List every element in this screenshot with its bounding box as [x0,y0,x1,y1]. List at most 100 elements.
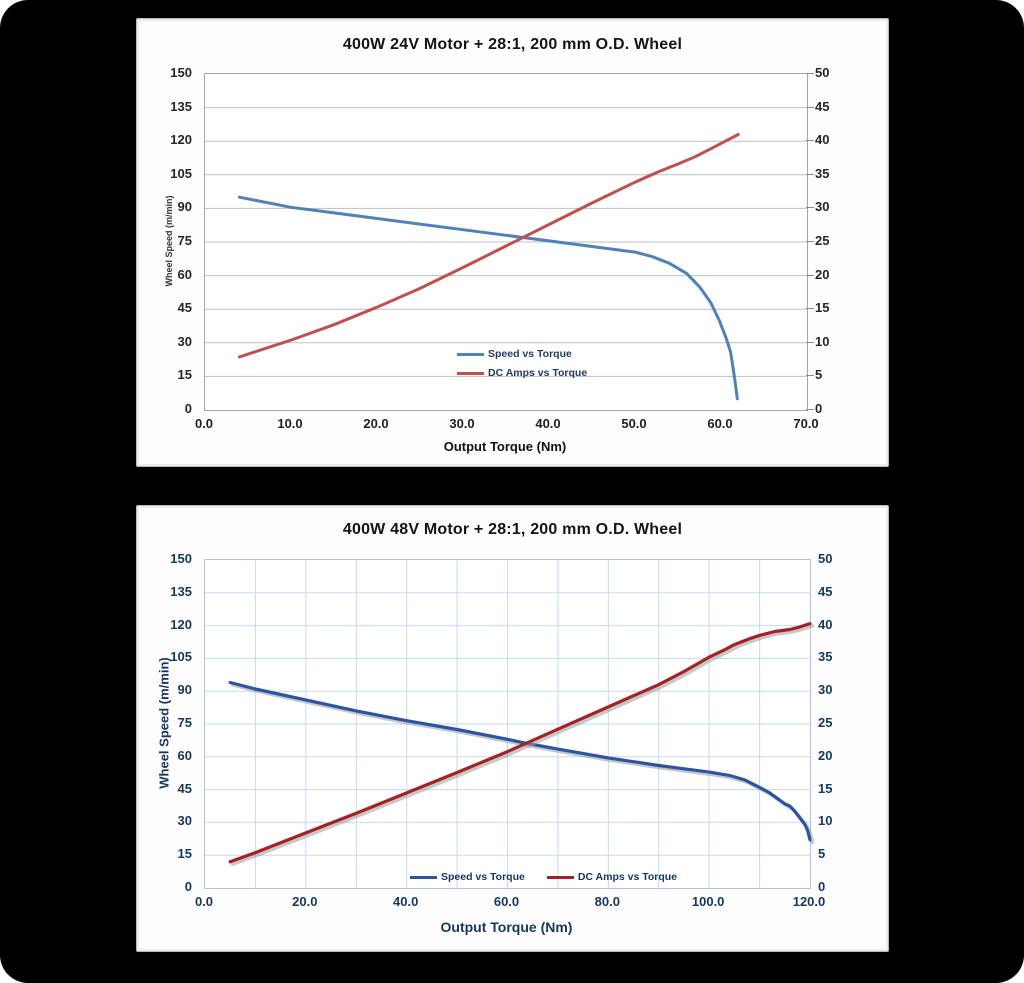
plot-area: Speed vs Torque DC Amps vs Torque [204,73,808,411]
chart-title-48v: 400W 48V Motor + 28:1, 200 mm O.D. Wheel [342,521,683,538]
axis-tick-mark [806,241,814,242]
y-axis-right-ticks: 50 45 40 35 30 25 20 15 10 5 0 [818,551,862,894]
tick-label: 60 [177,747,192,763]
tick-label: 50.0 [621,416,647,431]
tick-label: 25 [815,233,830,248]
tick-label: 40.0 [393,894,419,909]
chart-card-48v: 400W 48V Motor + 28:1, 200 mm O.D. Wheel… [136,505,889,952]
tick-label: 45 [177,780,192,796]
plot-area: Speed vs Torque DC Amps vs Torque [204,559,815,889]
axis-tick-mark [806,106,814,108]
tick-label: 100.0 [691,894,725,909]
tick-label: 50 [818,551,833,566]
tick-label: 60 [177,266,192,282]
legend-item-speed: Speed vs Torque [410,871,525,883]
tick-label: 105 [170,649,192,665]
tick-label: 15 [177,367,192,383]
tick-label: 120.0 [792,894,826,909]
chart-card-24v: 400W 24V Motor + 28:1, 200 mm O.D. Wheel… [136,18,889,467]
tick-label: 35 [818,649,833,665]
tick-label: 60.0 [493,894,520,909]
chart-title-24v: 400W 24V Motor + 28:1, 200 mm O.D. Wheel [342,36,683,53]
tick-label: 40 [818,616,833,632]
tick-label: 0.0 [194,894,214,909]
tick-label: 30 [177,813,192,829]
tick-label: 150 [170,65,192,80]
tick-label: 15 [818,780,833,796]
series-plot-svg [205,560,815,888]
axis-tick-mark [806,207,814,209]
tick-label: 45 [815,98,830,114]
tick-label: 40 [815,132,830,148]
chart-area-24v: Wheel Speed (m/min) Speed vs Torque DC A… [137,19,888,466]
tick-label: 80.0 [594,894,620,909]
tick-label: 20.0 [292,894,318,909]
tick-label: 10 [818,813,833,829]
tick-label: 15 [815,300,830,316]
tick-label: 70.0 [793,416,819,431]
tick-label: 0 [184,401,192,416]
amps-line-swatch [546,875,574,879]
legend-label-amps: DC Amps vs Torque [577,871,678,883]
tick-label: 120 [170,132,192,148]
tick-label: 5 [815,367,823,383]
legend-item-speed: Speed vs Torque [457,348,587,360]
axis-tick-mark [806,73,814,74]
tick-label: 45 [177,300,192,316]
tick-label: 30 [818,682,833,698]
legend-label-speed: Speed vs Torque [441,871,525,883]
x-axis-title: Output Torque (Nm) [443,439,567,454]
speed-line-swatch [410,875,437,879]
x-axis-title: Output Torque (Nm) [440,919,573,935]
tick-label: 30 [815,199,830,215]
tick-label: 60.0 [707,416,733,431]
axis-tick-mark [806,409,814,410]
axis-tick-mark [806,375,814,377]
tick-label: 30.0 [449,416,475,431]
legend-label-amps: DC Amps vs Torque [488,367,588,379]
amps-line-swatch [457,371,484,375]
tick-label: 10 [815,333,830,349]
axis-tick-mark [806,308,814,310]
tick-label: 10.0 [277,416,303,431]
legend-label-speed: Speed vs Torque [488,348,572,360]
series-plot-svg [205,107,807,401]
y-axis-right-ticks: 50 45 40 35 30 25 20 15 10 5 0 [806,65,859,416]
legend-item-amps: DC Amps vs Torque [457,367,587,379]
tick-label: 50 [815,65,830,80]
tick-label: 150 [170,551,192,566]
y-axis-left-ticks: 150 135 120 105 90 75 60 45 30 15 0 [137,551,197,894]
tick-label: 135 [170,583,192,599]
tick-label: 25 [818,715,833,730]
legend: Speed vs Torque DC Amps vs Torque [457,348,587,379]
y-axis-left-ticks: 150 135 120 105 90 75 60 45 30 15 0 [137,65,197,416]
tick-label: 15 [177,846,192,862]
x-axis-ticks: 0.0 20.0 40.0 60.0 80.0 100.0 120.0 [195,894,825,912]
axis-tick-mark [806,274,814,276]
axis-tick-mark [806,341,814,343]
tick-label: 120 [170,616,192,632]
tick-label: 20 [815,266,830,282]
tick-label: 135 [170,98,192,114]
tick-label: 90 [177,682,192,698]
tick-label: 0 [184,879,192,894]
tick-label: 0.0 [194,416,214,431]
tick-label: 40.0 [535,416,561,431]
axis-tick-mark [806,173,814,175]
tick-label: 0 [815,401,823,416]
tick-label: 20.0 [363,416,389,431]
tick-label: 45 [818,583,833,599]
axis-tick-mark [806,140,814,142]
tick-label: 105 [170,165,192,181]
tick-label: 20 [818,747,833,763]
legend: Speed vs Torque DC Amps vs Torque [410,871,677,883]
tick-label: 90 [177,199,192,215]
legend-item-amps: DC Amps vs Torque [546,871,678,883]
tick-label: 5 [818,846,826,862]
tick-label: 75 [177,715,192,730]
x-axis-ticks: 0.0 10.0 20.0 30.0 40.0 50.0 60.0 70.0 [195,416,819,434]
speed-line-swatch [457,352,484,356]
tick-label: 75 [177,233,192,248]
tick-label: 0 [818,879,826,894]
